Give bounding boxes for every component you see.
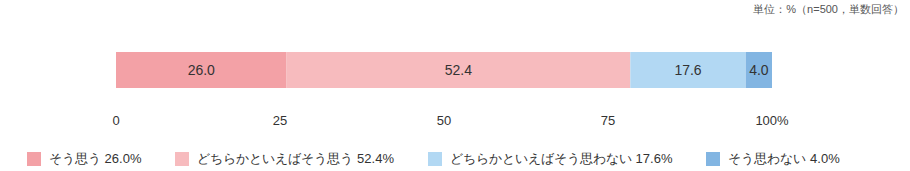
svg-text:75: 75 xyxy=(601,113,615,128)
svg-text:0: 0 xyxy=(112,113,119,128)
svg-text:4.0: 4.0 xyxy=(749,62,769,78)
svg-text:17.6: 17.6 xyxy=(674,62,701,78)
svg-text:25: 25 xyxy=(273,113,287,128)
html-text:どちらかといえばそう思わない 17.6%: どちらかといえばそう思わない 17.6% xyxy=(450,151,673,166)
html-text:そう思う 26.0%: そう思う 26.0% xyxy=(49,151,142,166)
svg-text:50: 50 xyxy=(437,113,451,128)
html-text:そう思わない 4.0%: そう思わない 4.0% xyxy=(728,151,840,166)
svg-text:26.0: 26.0 xyxy=(188,62,215,78)
svg-text:100%: 100% xyxy=(755,113,789,128)
svg-text:52.4: 52.4 xyxy=(445,62,472,78)
html-text:単位：%（n=500，単数回答）: 単位：%（n=500，単数回答） xyxy=(753,3,904,15)
html-text:どちらかといえばそう思う 52.4%: どちらかといえばそう思う 52.4% xyxy=(197,151,394,166)
